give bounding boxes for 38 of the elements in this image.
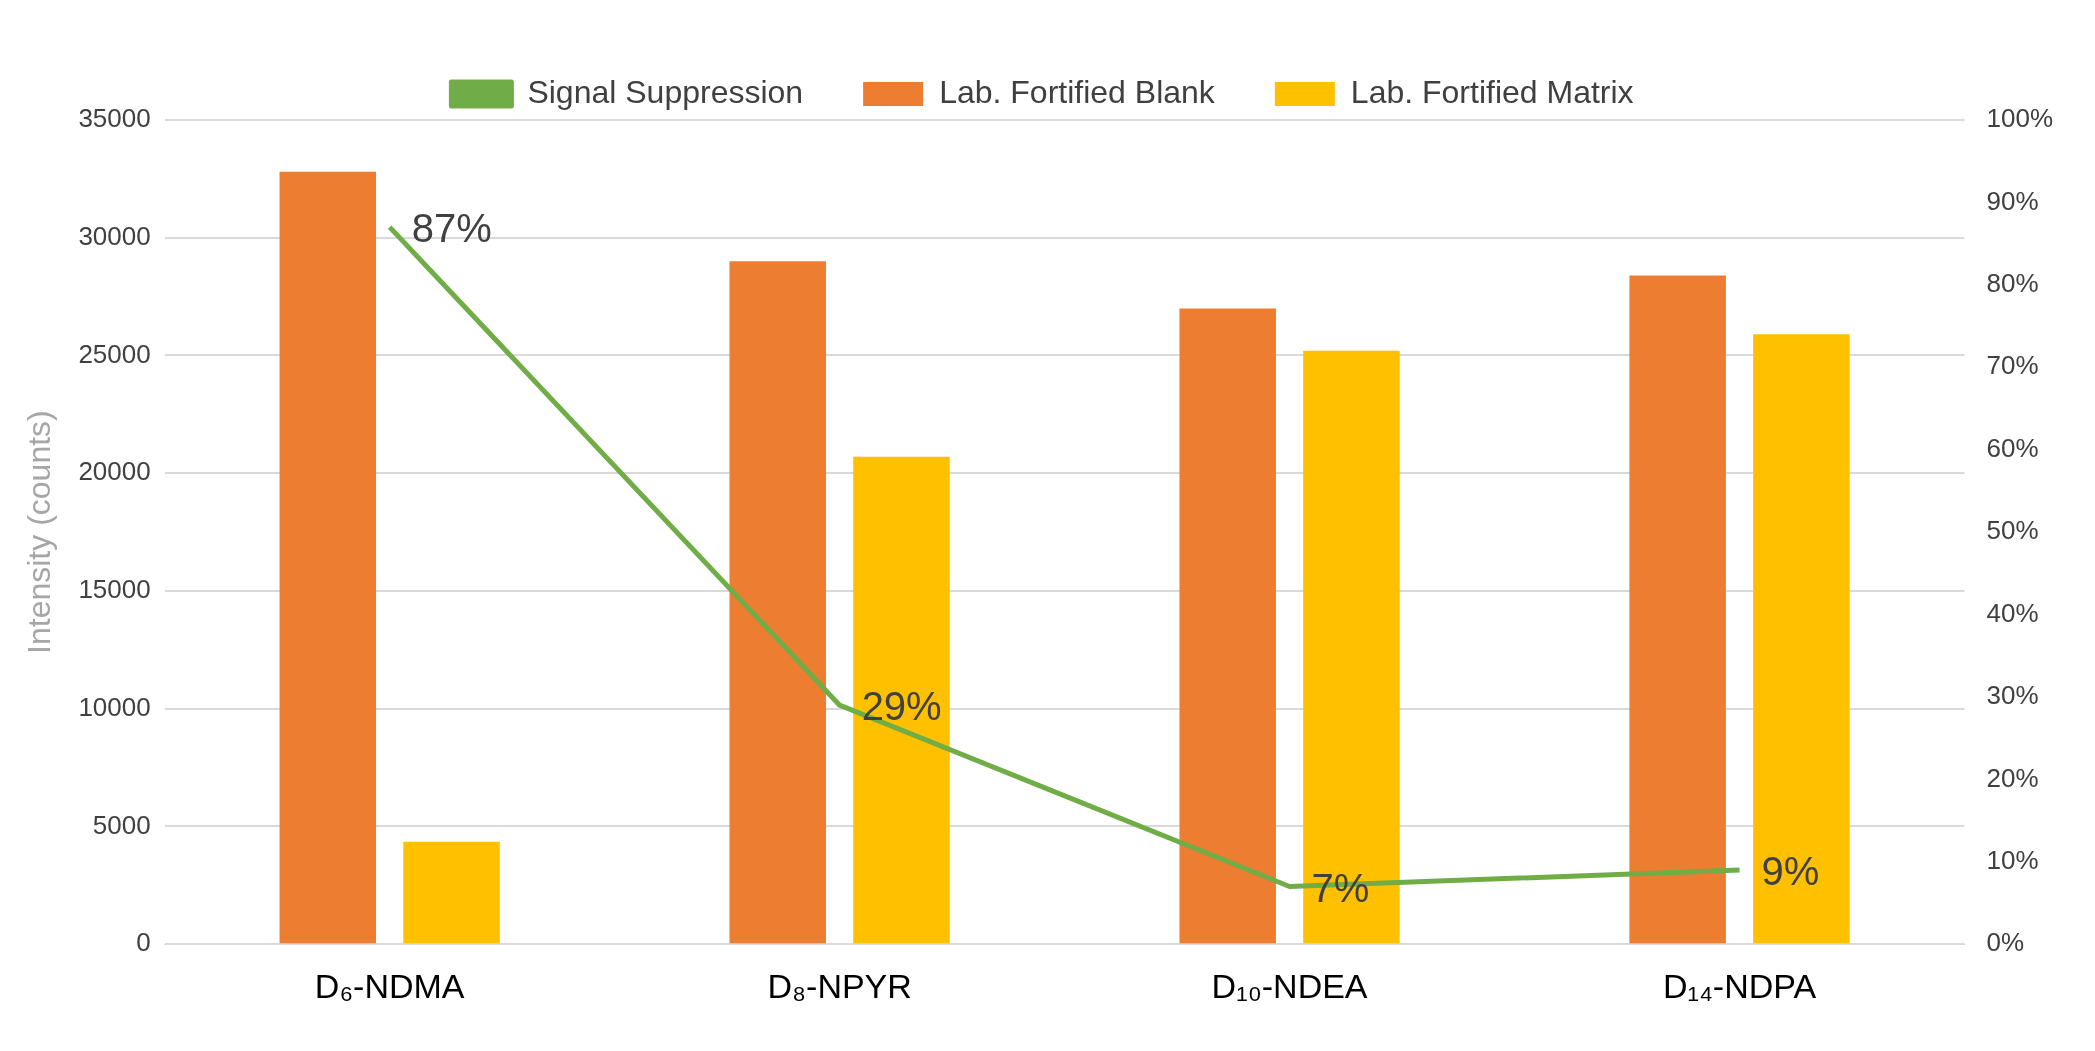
y-tick-label: 0 bbox=[136, 927, 151, 958]
y2-tick-label: 70% bbox=[1986, 350, 2039, 381]
bar bbox=[1179, 308, 1276, 944]
y-tick-label: 35000 bbox=[78, 103, 151, 134]
legend-label: Signal Suppression bbox=[527, 73, 804, 110]
y-tick-label: 15000 bbox=[78, 574, 151, 605]
y2-tick-label: 0% bbox=[1986, 927, 2025, 958]
y-tick-label: 5000 bbox=[92, 809, 151, 840]
y2-tick-label: 90% bbox=[1986, 185, 2039, 216]
bar bbox=[1303, 350, 1400, 944]
y-tick-label: 10000 bbox=[78, 691, 151, 722]
bar bbox=[403, 841, 500, 944]
y2-tick-label: 50% bbox=[1986, 515, 2039, 546]
y2-tick-label: 100% bbox=[1986, 103, 2053, 134]
y2-tick-label: 10% bbox=[1986, 844, 2039, 875]
x-tick-label: D₆-NDMA bbox=[314, 966, 465, 1005]
x-tick-label: D₁₄-NDPA bbox=[1662, 966, 1817, 1005]
x-tick-label: D₈-NPYR bbox=[767, 966, 912, 1005]
y-tick-label: 25000 bbox=[78, 338, 151, 369]
bar bbox=[1629, 275, 1726, 944]
y-tick-label: 20000 bbox=[78, 456, 151, 487]
legend-label: Lab. Fortified Blank bbox=[939, 73, 1216, 110]
data-label: 29% bbox=[861, 684, 942, 729]
y2-tick-label: 30% bbox=[1986, 680, 2039, 711]
bar bbox=[1753, 334, 1850, 944]
legend-label: Lab. Fortified Matrix bbox=[1350, 73, 1634, 110]
y-tick-label: 30000 bbox=[78, 220, 151, 251]
bar bbox=[729, 261, 827, 944]
y2-tick-label: 20% bbox=[1986, 762, 2039, 793]
y2-tick-label: 60% bbox=[1986, 432, 2039, 463]
data-label: 9% bbox=[1761, 849, 1820, 894]
y2-tick-label: 80% bbox=[1986, 268, 2039, 299]
bar bbox=[853, 456, 950, 944]
x-tick-label: D₁₀-NDEA bbox=[1211, 966, 1368, 1005]
data-label: 87% bbox=[411, 206, 492, 251]
bar bbox=[279, 171, 377, 944]
y2-tick-label: 40% bbox=[1986, 597, 2039, 628]
y-axis-title: Intensity (counts) bbox=[21, 410, 58, 654]
